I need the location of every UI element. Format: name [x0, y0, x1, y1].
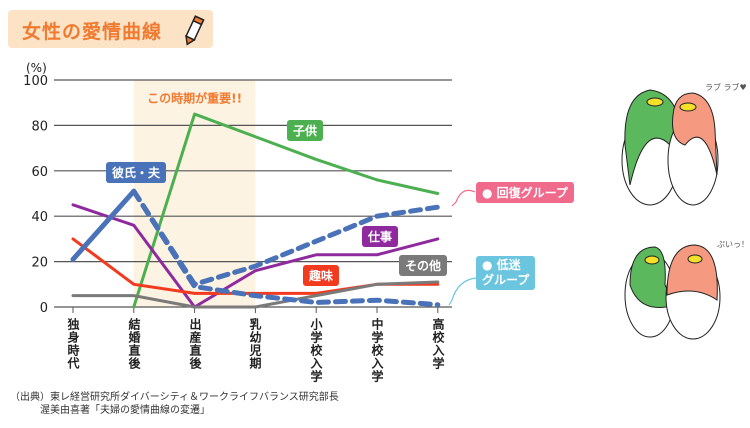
x-tick-label: 高校入学 — [431, 318, 445, 370]
recovery-label: 回復グループ — [496, 186, 568, 200]
pencil-icon — [185, 15, 205, 46]
love-text: ラブ ラブ♥ — [705, 82, 747, 92]
title-banner — [8, 10, 213, 48]
low-arrow — [448, 277, 477, 306]
recovery-arrow — [451, 189, 476, 207]
recovery-group-callout: ● 回復グループ — [476, 182, 574, 203]
label-partner: 彼氏・夫 — [106, 162, 167, 183]
pouting-penguins: ぷいっ！ — [624, 240, 749, 340]
penguin-illustration: ラブ ラブ♥ ぷいっ！ — [621, 82, 749, 340]
y-tick-label: 60 — [31, 165, 48, 180]
series-line-彼氏・夫 — [70, 188, 137, 262]
x-tick-label: 乳幼児期 — [248, 318, 262, 370]
x-tick-label: 小学校入学 — [309, 318, 323, 383]
label-work: 仕事 — [362, 226, 399, 247]
low-label-2: グループ — [482, 273, 530, 287]
source-line-1: （出典）東レ経営研究所ダイバーシティ＆ワークライフバランス研究部長 — [10, 392, 339, 403]
x-tick-label: 結婚直後 — [127, 318, 141, 370]
x-tick-label: 出産直後 — [188, 318, 202, 370]
label-hobby: 趣味 — [303, 265, 340, 286]
y-tick-label: 100 — [23, 74, 48, 89]
series-line-低迷グループ — [131, 188, 441, 308]
label-other: その他 — [399, 255, 448, 276]
y-tick-label: 80 — [31, 119, 48, 134]
low-label-1: 低迷 — [496, 258, 521, 272]
y-axis-unit: (%) — [26, 61, 47, 75]
happy-penguins: ラブ ラブ♥ — [621, 82, 747, 206]
y-tick-label: 0 — [40, 301, 48, 316]
x-tick-label: 独身時代 — [66, 318, 80, 370]
source-line-2: 渥美由喜著「夫婦の愛情曲線の変遷」 — [40, 405, 210, 416]
pout-text: ぷいっ！ — [717, 240, 749, 249]
label-child: 子供 — [287, 120, 324, 141]
y-tick-label: 40 — [31, 210, 48, 225]
page-title: 女性の愛情曲線 — [22, 21, 163, 43]
low-group-callout: ● 低迷 グループ — [476, 256, 536, 290]
y-tick-label: 20 — [31, 256, 48, 271]
highlight-label: この時期が重要!! — [147, 91, 242, 106]
series-line-子供 — [132, 112, 440, 309]
x-tick-label: 中学校入学 — [370, 318, 384, 383]
